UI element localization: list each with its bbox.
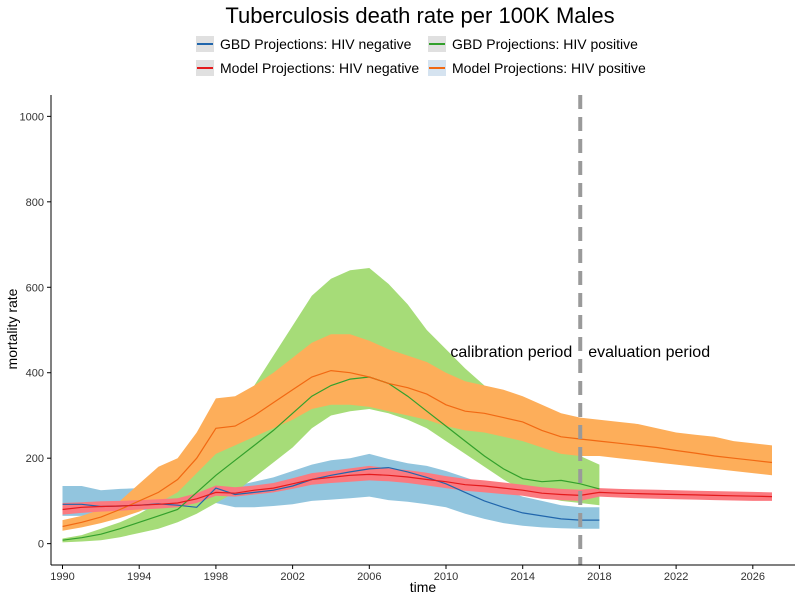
legend-label-gbd-hiv-negative: GBD Projections: HIV negative [220, 36, 412, 52]
band-gbd-projections-hiv-negative [62, 453, 600, 529]
line-model-projections-hiv-positive [62, 369, 773, 528]
legend-label-model-hiv-positive: Model Projections: HIV positive [452, 60, 646, 76]
series-lines [62, 369, 773, 541]
x-tick-label: 2014 [510, 571, 534, 583]
line-gbd-projections-hiv-positive [62, 376, 600, 541]
y-tick-label: 400 [26, 368, 44, 380]
x-tick-label: 1998 [204, 571, 228, 583]
legend-key-gbd-hiv-negative [196, 36, 214, 52]
y-tick-label: 600 [26, 282, 44, 294]
y-tick-label: 800 [26, 197, 44, 209]
x-tick-label: 2006 [357, 571, 381, 583]
line-model-projections-hiv-negative [62, 473, 773, 511]
y-tick-label: 1000 [20, 111, 44, 123]
x-tick-label: 2022 [664, 571, 688, 583]
x-tick-label: 2010 [434, 571, 458, 583]
y-tick-label: 200 [26, 453, 44, 465]
x-tick-label: 2018 [587, 571, 611, 583]
legend-label-gbd-hiv-positive: GBD Projections: HIV positive [452, 36, 638, 52]
legend-item-model-hiv-negative: Model Projections: HIV negative [196, 58, 419, 78]
uncertainty-bands [62, 268, 772, 543]
band-model-projections-hiv-negative [62, 465, 772, 515]
legend-item-gbd-hiv-negative: GBD Projections: HIV negative [196, 34, 411, 54]
legend-key-model-hiv-positive [428, 60, 446, 76]
y-axis-label: mortality rate [4, 288, 20, 369]
legend-item-model-hiv-positive: Model Projections: HIV positive [428, 58, 646, 78]
x-tick-label: 2026 [741, 571, 765, 583]
band-model-projections-hiv-positive [62, 334, 772, 531]
legend-key-model-hiv-negative [196, 60, 214, 76]
y-tick-label: 0 [38, 539, 44, 551]
x-axis-label: time [410, 579, 437, 595]
legend-key-gbd-hiv-positive [428, 36, 446, 52]
x-axis-ticks: 1990 1994 1998 2002 2006 2010 2014 2018 2022 2026 [50, 565, 765, 583]
x-tick-label: 1994 [127, 571, 151, 583]
chart-title: Tuberculosis death rate per 100K Males [225, 3, 615, 28]
x-tick-label: 1990 [50, 571, 74, 583]
legend-label-model-hiv-negative: Model Projections: HIV negative [220, 60, 420, 76]
evaluation-period-label: evaluation period [588, 344, 710, 361]
x-tick-label: 2002 [280, 571, 304, 583]
legend-item-gbd-hiv-positive: GBD Projections: HIV positive [428, 34, 638, 54]
calibration-period-label: calibration period [450, 344, 572, 361]
y-axis-ticks: 0 200 400 600 800 1000 [20, 111, 51, 551]
band-gbd-projections-hiv-positive [62, 268, 600, 543]
